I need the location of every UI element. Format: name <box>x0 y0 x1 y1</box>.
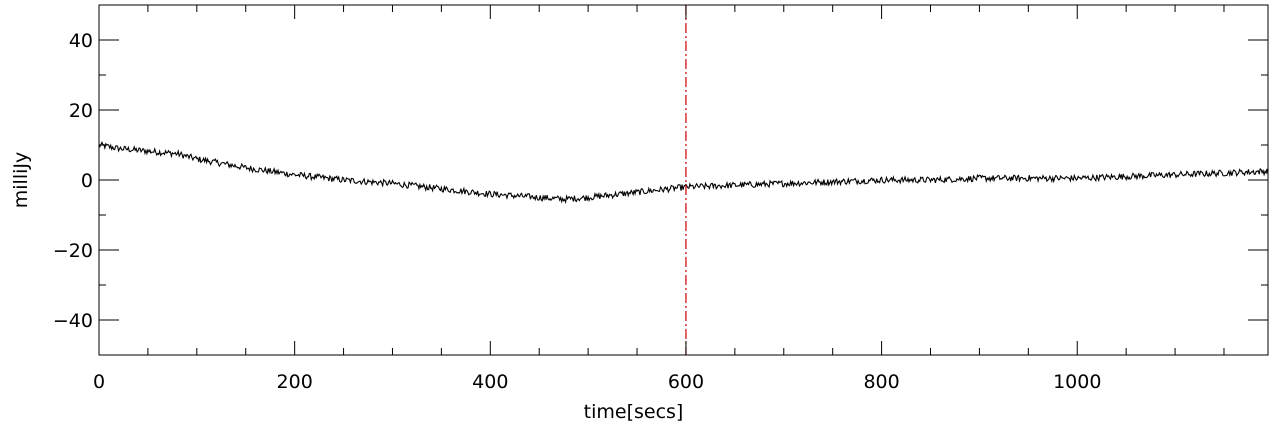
plot-frame <box>98 4 1269 356</box>
x-tick-label: 1000 <box>1053 371 1101 393</box>
x-tick-label: 0 <box>93 371 105 393</box>
series-line <box>98 141 1269 205</box>
x-tick-label: 800 <box>863 371 899 393</box>
x-axis-title: time[secs] <box>584 401 684 423</box>
x-tick-label: 400 <box>472 371 508 393</box>
x-tick-label: 600 <box>668 371 704 393</box>
y-tick-label: 40 <box>69 30 93 52</box>
y-tick-label: 0 <box>81 170 93 192</box>
y-axis-title: milliJy <box>10 152 32 208</box>
y-tick-label: 20 <box>69 100 93 122</box>
y-tick-label: −20 <box>53 240 93 262</box>
x-tick-label: 200 <box>277 371 313 393</box>
y-tick-label: −40 <box>53 310 93 332</box>
